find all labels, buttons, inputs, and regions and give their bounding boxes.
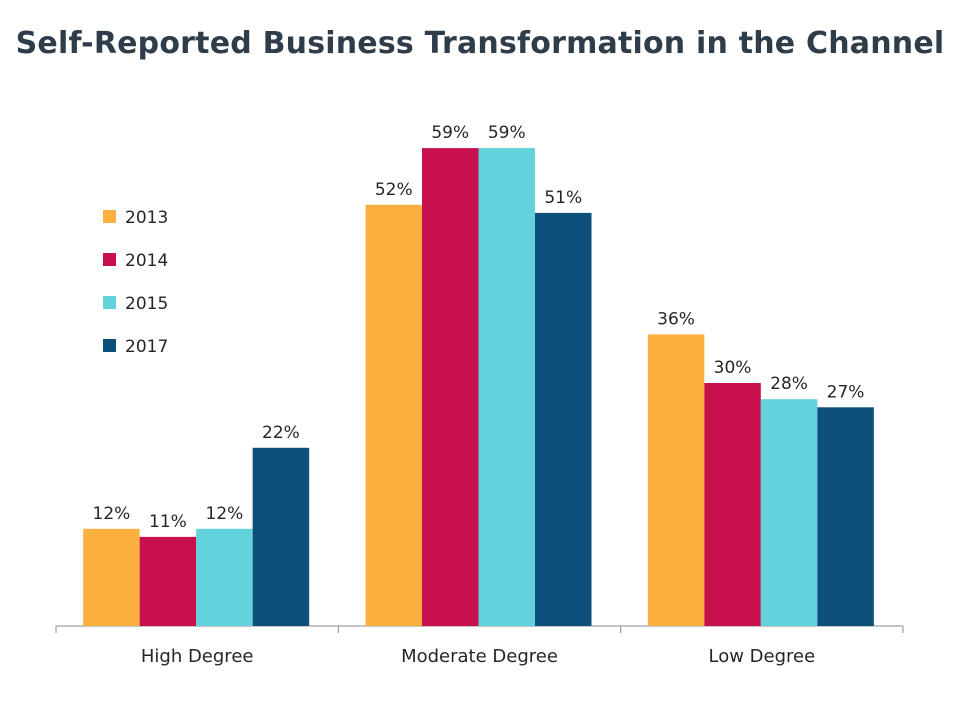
data-label: 12% bbox=[93, 504, 131, 524]
bar-2017-low-degree bbox=[817, 407, 874, 626]
legend-label-2017: 2017 bbox=[125, 337, 168, 357]
data-label: 52% bbox=[375, 180, 413, 200]
data-label: 27% bbox=[827, 382, 865, 402]
legend-swatch-2013 bbox=[103, 210, 116, 223]
data-label: 22% bbox=[262, 423, 300, 443]
bar-2014-low-degree bbox=[704, 383, 761, 626]
x-tick-label: Moderate Degree bbox=[401, 646, 558, 667]
bar-2013-low-degree bbox=[647, 334, 705, 626]
data-label: 51% bbox=[544, 188, 582, 208]
bar-2015-moderate-degree bbox=[478, 148, 535, 626]
x-tick-label: Low Degree bbox=[708, 646, 815, 667]
bar-2013-high-degree bbox=[83, 528, 140, 626]
bar-2015-high-degree bbox=[196, 528, 253, 626]
legend-swatch-2015 bbox=[103, 296, 116, 309]
data-label: 59% bbox=[488, 123, 526, 143]
bar-2017-high-degree bbox=[252, 447, 310, 626]
legend-swatch-2014 bbox=[103, 253, 116, 266]
bar-2017-moderate-degree bbox=[535, 212, 592, 626]
legend-label-2014: 2014 bbox=[125, 251, 168, 271]
bar-2014-moderate-degree bbox=[422, 148, 479, 626]
x-tick-label: High Degree bbox=[141, 646, 254, 667]
data-label: 28% bbox=[770, 374, 808, 394]
chart-title: Self-Reported Business Transformation in… bbox=[15, 26, 945, 61]
bar-2015-low-degree bbox=[760, 399, 818, 626]
legend-swatch-2017 bbox=[103, 339, 116, 352]
data-label: 30% bbox=[714, 358, 752, 378]
data-label: 11% bbox=[149, 512, 187, 532]
legend-label-2015: 2015 bbox=[125, 294, 168, 314]
bar-2014-high-degree bbox=[139, 536, 197, 626]
bar-2013-moderate-degree bbox=[365, 204, 422, 627]
data-label: 36% bbox=[657, 309, 695, 329]
data-label: 12% bbox=[206, 504, 244, 524]
data-label: 59% bbox=[431, 123, 469, 143]
legend-label-2013: 2013 bbox=[125, 208, 168, 228]
